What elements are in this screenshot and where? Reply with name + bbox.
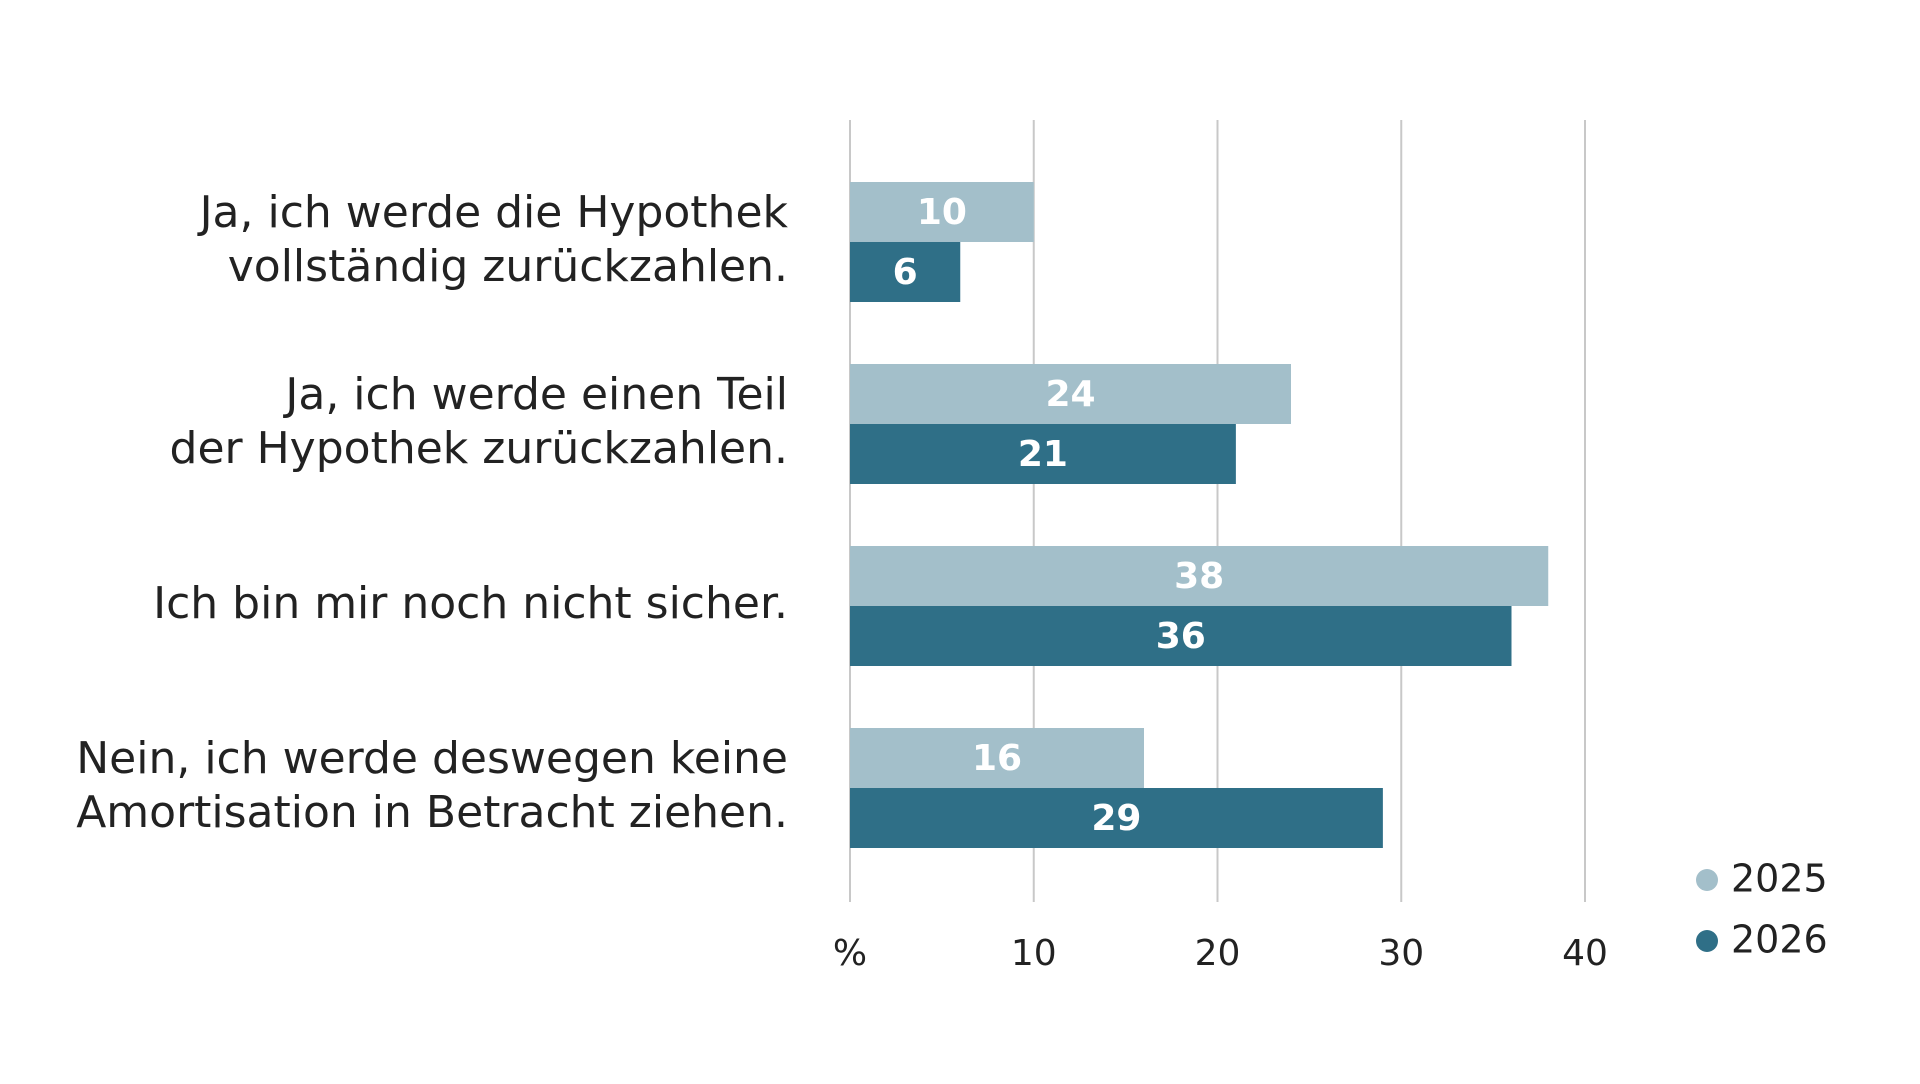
data-label: 38 (1174, 556, 1224, 597)
bars: 10 6 24 21 38 36 16 29 (850, 182, 1549, 848)
x-tick-label: 10 (1011, 933, 1057, 974)
legend-marker-2025 (1696, 869, 1718, 891)
x-tick-label: 30 (1378, 933, 1424, 974)
bar-2025-3 (850, 546, 1549, 606)
category-label: der Hypothek zurückzahlen. (170, 423, 788, 474)
data-label: 36 (1156, 616, 1206, 657)
category-label: Nein, ich werde deswegen keine (76, 733, 788, 784)
data-label: 24 (1045, 374, 1095, 415)
data-label: 21 (1018, 434, 1068, 475)
category-label: Amortisation in Betracht ziehen. (76, 787, 788, 838)
bar-2025-1 (850, 182, 1034, 242)
data-label: 16 (972, 738, 1022, 779)
bar-2026-1 (850, 242, 961, 302)
bar-2025-4 (850, 728, 1144, 788)
legend-label-2026: 2026 (1731, 918, 1828, 962)
category-label: Ja, ich werde einen Teil (282, 369, 788, 420)
legend: 2025 2026 (1696, 857, 1828, 962)
category-label: vollständig zurückzahlen. (228, 241, 788, 292)
category-label: Ich bin mir noch nicht sicher. (153, 578, 788, 629)
data-label: 6 (893, 252, 918, 293)
legend-label-2025: 2025 (1731, 857, 1828, 901)
legend-marker-2026 (1696, 930, 1718, 952)
x-axis-ticks: % 10 20 30 40 (833, 933, 1608, 974)
x-tick-label: % (833, 933, 867, 974)
x-tick-label: 40 (1562, 933, 1608, 974)
category-label: Ja, ich werde die Hypothek (197, 187, 789, 238)
bar-2026-4 (850, 788, 1383, 848)
bar-2025-2 (850, 364, 1291, 424)
data-label: 10 (917, 192, 967, 233)
x-tick-label: 20 (1195, 933, 1241, 974)
data-label: 29 (1091, 798, 1141, 839)
bar-2026-2 (850, 424, 1236, 484)
bar-2026-3 (850, 606, 1512, 666)
